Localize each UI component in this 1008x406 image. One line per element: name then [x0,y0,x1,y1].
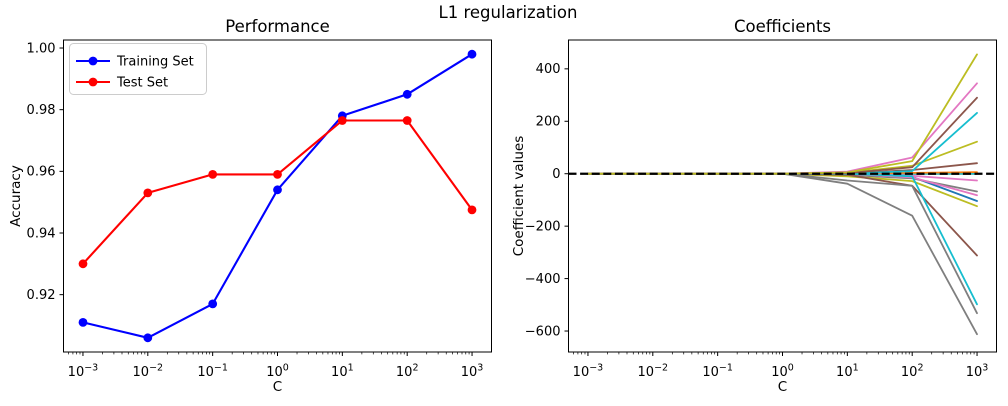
svg-text:200: 200 [536,115,561,130]
coefficients-x-ticks: 10−3 10−2 10−1 100 101 102 103 [573,352,989,381]
svg-text:0.96: 0.96 [27,165,56,180]
training-set-marker [467,49,477,59]
svg-text:102: 102 [901,363,924,381]
svg-text:400: 400 [536,62,561,77]
test-set-marker [337,116,347,125]
svg-text:1.00: 1.00 [27,41,56,56]
performance-y-axis-label: Accuracy [8,165,24,227]
svg-text:−600: −600 [525,324,561,339]
training-set-marker [143,333,153,343]
svg-text:101: 101 [836,363,859,381]
performance-x-ticks: 10−3 10−2 10−1 100 101 102 103 [68,352,484,381]
coefficients-title: Coefficients [734,17,831,36]
performance-plot-area [78,49,477,343]
test-set-marker [78,259,88,269]
svg-text:10−3: 10−3 [573,363,604,381]
legend: Training Set Test Set [69,43,207,95]
test-set-marker [402,116,412,125]
svg-text:0.98: 0.98 [27,103,56,118]
performance-x-axis-label: C [273,379,282,395]
training-set-marker [78,318,88,327]
performance-x-minor-ticks [68,352,470,355]
svg-text:103: 103 [461,363,484,381]
svg-text:103: 103 [966,363,989,381]
legend-marker-sample [88,77,98,87]
test-set-marker [467,205,477,215]
svg-text:100: 100 [771,363,794,381]
legend-marker-sample [88,56,98,66]
coefficient-line [587,96,978,175]
svg-text:0.94: 0.94 [27,226,56,241]
svg-text:101: 101 [331,363,354,381]
legend-label: Test Set [116,76,168,91]
performance-title: Performance [225,17,330,36]
svg-text:0: 0 [552,167,560,182]
svg-text:10−2: 10−2 [638,363,669,381]
performance-y-ticks: 0.92 0.94 0.96 0.98 1.00 [27,41,64,303]
coefficients-x-minor-ticks [573,352,975,355]
performance-chart: 10−3 10−2 10−1 100 101 102 103 0.92 0.94 0.96 0.98… [8,17,492,395]
svg-text:−400: −400 [525,272,561,287]
svg-text:−200: −200 [525,220,561,235]
figure-suptitle: L1 regularization [438,3,578,22]
coefficients-x-axis-label: C [778,379,787,395]
svg-text:10−1: 10−1 [197,363,228,381]
coefficient-line [587,112,978,175]
svg-text:10−2: 10−2 [133,363,164,381]
training-set-line [81,53,474,339]
coefficients-y-axis-label: Coefficient values [511,136,527,257]
coefficients-y-ticks: 400 200 0 −200 −400 −600 [525,62,569,339]
coefficient-line [587,53,978,175]
legend-label: Training Set [116,55,194,70]
coefficients-plot-area [587,53,978,336]
training-set-marker [273,185,282,195]
svg-text:10−1: 10−1 [702,363,733,381]
coefficients-axes-frame [568,39,997,353]
svg-text:102: 102 [396,363,419,381]
test-set-marker [208,170,218,179]
coefficient-line [587,172,978,315]
svg-text:10−3: 10−3 [68,363,99,381]
training-set-marker [208,299,218,309]
test-set-marker [273,170,282,179]
svg-text:0.92: 0.92 [27,288,56,303]
training-set-marker [402,89,412,99]
test-set-marker [143,188,153,198]
coefficients-chart: 10−3 10−2 10−1 100 101 102 103 400 200 0 −200 −400 −… [511,17,997,395]
svg-text:100: 100 [266,363,289,381]
coefficient-line [587,172,978,257]
